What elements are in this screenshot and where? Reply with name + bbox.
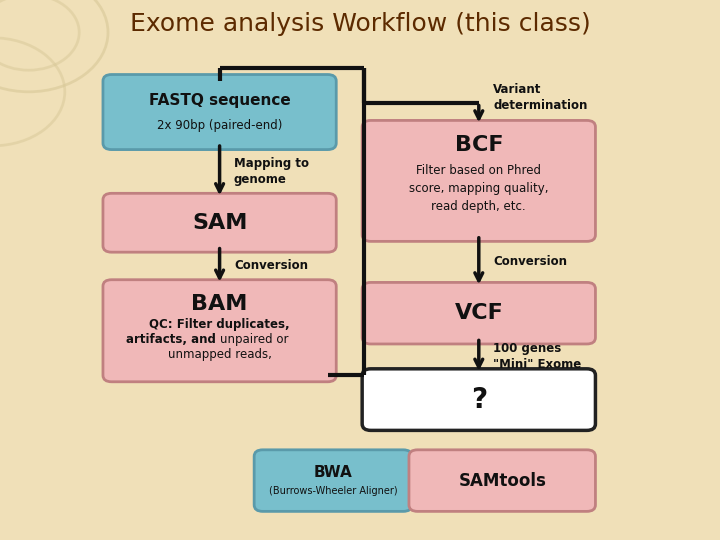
Text: QC: Filter duplicates,: QC: Filter duplicates, (149, 318, 290, 331)
Text: Conversion: Conversion (234, 259, 308, 273)
Text: Exome analysis Workflow (this class): Exome analysis Workflow (this class) (130, 12, 590, 36)
Text: VCF: VCF (454, 303, 503, 323)
FancyBboxPatch shape (103, 280, 336, 382)
Text: Filter based on Phred
score, mapping quality,
read depth, etc.: Filter based on Phred score, mapping qua… (409, 164, 549, 213)
Text: Mapping to
genome: Mapping to genome (234, 157, 309, 186)
Text: SAM: SAM (192, 213, 247, 233)
Text: Variant
determination: Variant determination (493, 83, 588, 112)
Text: unpaired or: unpaired or (220, 333, 288, 346)
Text: unmapped reads,: unmapped reads, (168, 348, 271, 361)
FancyBboxPatch shape (409, 450, 595, 511)
FancyBboxPatch shape (103, 75, 336, 150)
Text: ?: ? (471, 386, 487, 414)
Text: 2x 90bp (paired-end): 2x 90bp (paired-end) (157, 119, 282, 132)
Text: Conversion: Conversion (493, 255, 567, 268)
Text: BWA: BWA (314, 465, 352, 480)
FancyBboxPatch shape (103, 193, 336, 252)
Text: FASTQ sequence: FASTQ sequence (149, 93, 290, 109)
Text: SAMtools: SAMtools (458, 471, 546, 490)
Text: artifacts, and: artifacts, and (125, 333, 220, 346)
Text: BAM: BAM (192, 294, 248, 314)
FancyBboxPatch shape (254, 450, 412, 511)
Text: 100 genes
"Mini" Exome: 100 genes "Mini" Exome (493, 342, 582, 371)
FancyBboxPatch shape (362, 282, 595, 344)
Text: BCF: BCF (454, 135, 503, 156)
FancyBboxPatch shape (362, 120, 595, 241)
FancyBboxPatch shape (362, 369, 595, 430)
Text: (Burrows-Wheeler Aligner): (Burrows-Wheeler Aligner) (269, 487, 397, 496)
